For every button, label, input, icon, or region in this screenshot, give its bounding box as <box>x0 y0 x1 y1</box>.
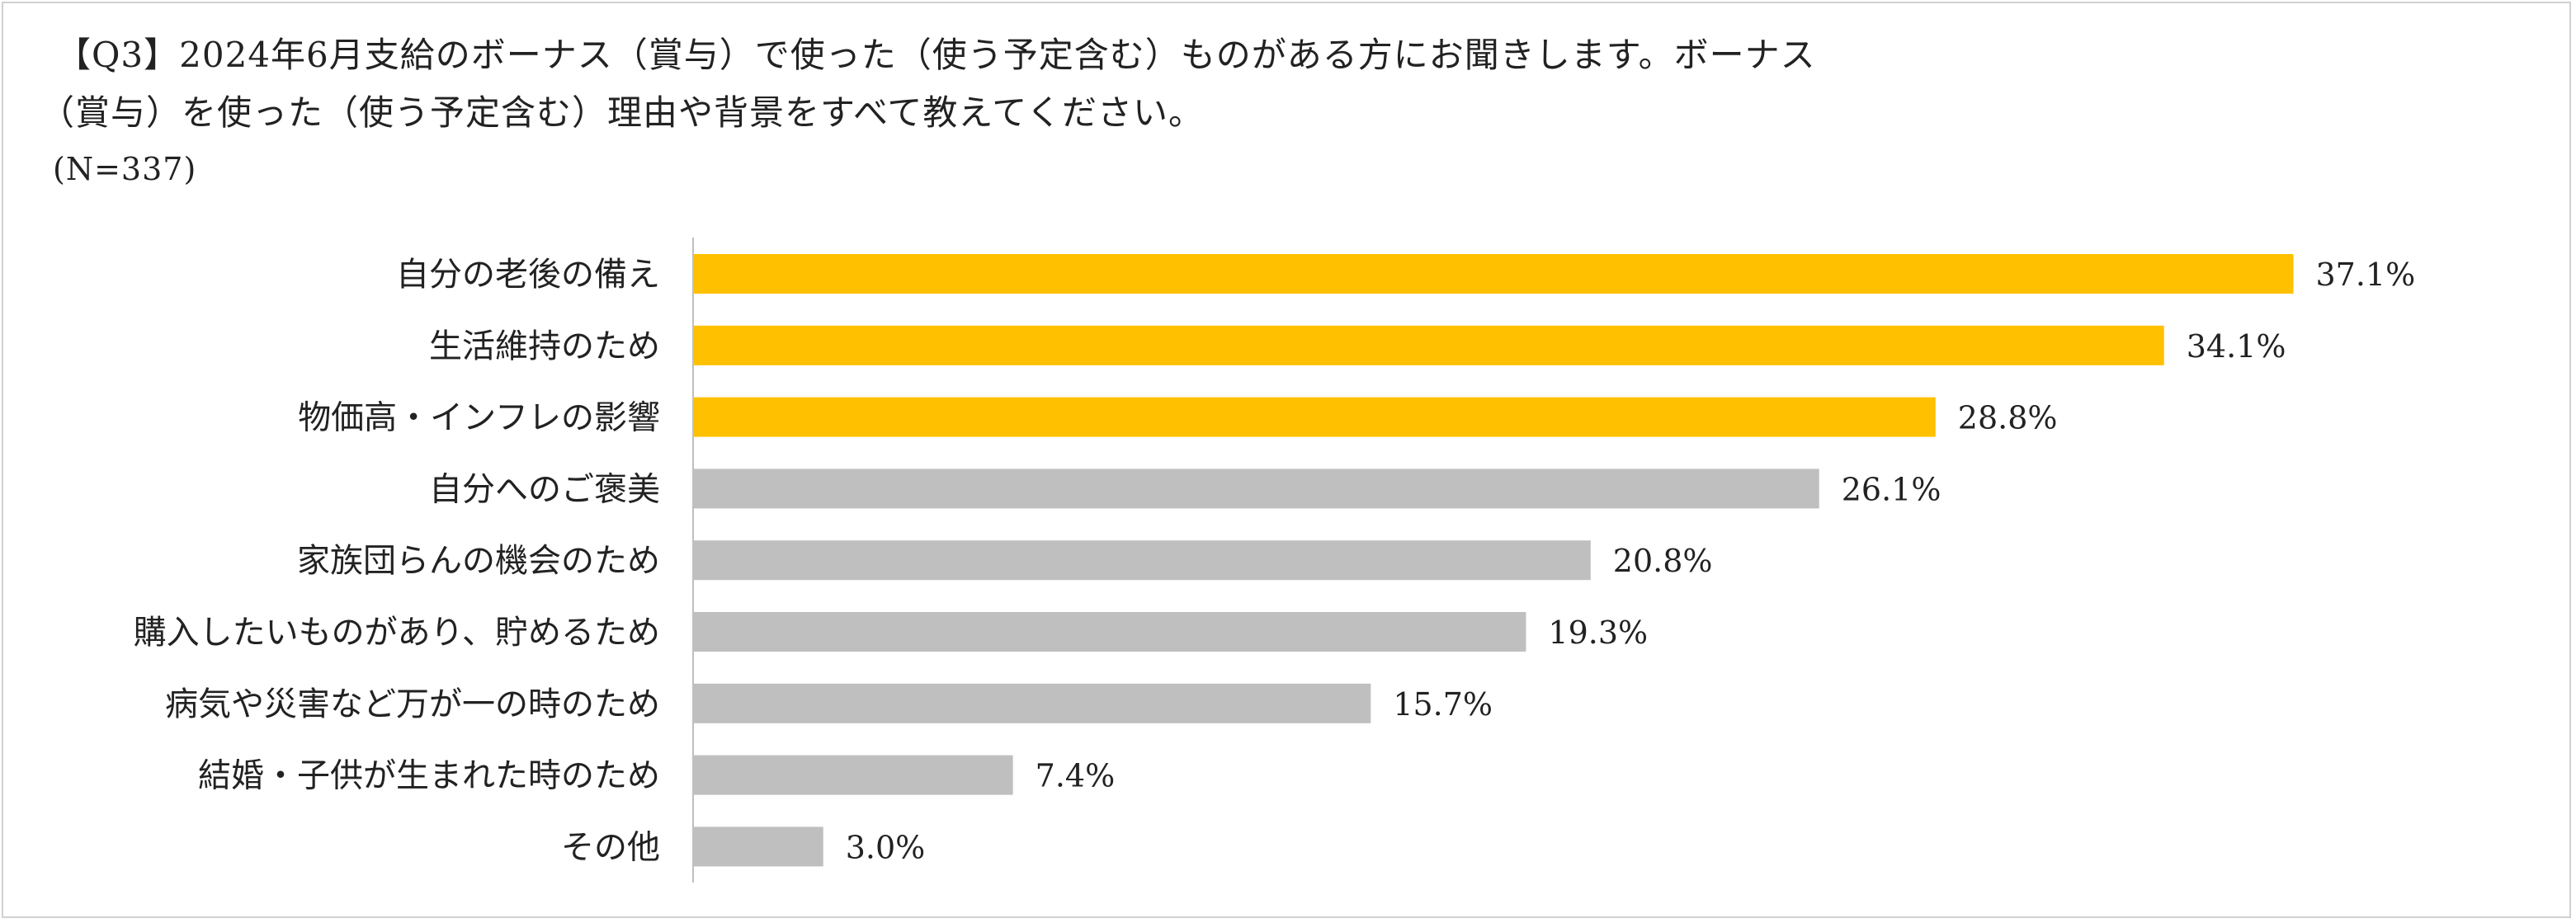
bar <box>694 826 823 867</box>
sample-size-label: (N=337) <box>53 151 197 187</box>
bar <box>694 755 1013 795</box>
category-label: 自分の老後の備え <box>396 256 660 294</box>
data-label: 7.4% <box>1036 758 1116 794</box>
bar <box>694 397 1936 437</box>
data-label: 28.8% <box>1958 400 2058 436</box>
chart-title-line-2: （賞与）を使った（使う予定含む）理由や背景をすべて教えてください。 <box>40 92 1205 133</box>
bar <box>694 469 1819 509</box>
data-label: 34.1% <box>2187 328 2286 365</box>
data-label: 15.7% <box>1393 686 1493 723</box>
category-label: 自分へのご褒美 <box>429 470 660 508</box>
category-label: 生活維持のため <box>429 327 660 365</box>
bar <box>694 683 1371 723</box>
category-label: 購入したいものがあり、貯めるため <box>134 614 660 652</box>
data-label: 20.8% <box>1613 543 1713 579</box>
data-label: 19.3% <box>1548 615 1648 651</box>
category-label: 病気や災害など万が一の時のため <box>165 685 660 723</box>
category-label: 結婚・子供が生まれた時のため <box>198 757 660 795</box>
data-label: 37.1% <box>2315 257 2415 293</box>
data-label: 26.1% <box>1842 471 1941 507</box>
bar <box>694 612 1526 652</box>
bar <box>694 325 2164 365</box>
chart-title-line-1: 【Q3】2024年6月支給のボーナス（賞与）で使った（使う予定含む）ものがある方… <box>56 35 1816 75</box>
data-label: 3.0% <box>846 829 926 865</box>
bar <box>694 540 1591 581</box>
category-label: 家族団らんの機会のため <box>297 542 660 580</box>
category-label: その他 <box>561 828 660 866</box>
bar <box>694 254 2294 294</box>
category-label: 物価高・インフレの影響 <box>298 399 660 437</box>
